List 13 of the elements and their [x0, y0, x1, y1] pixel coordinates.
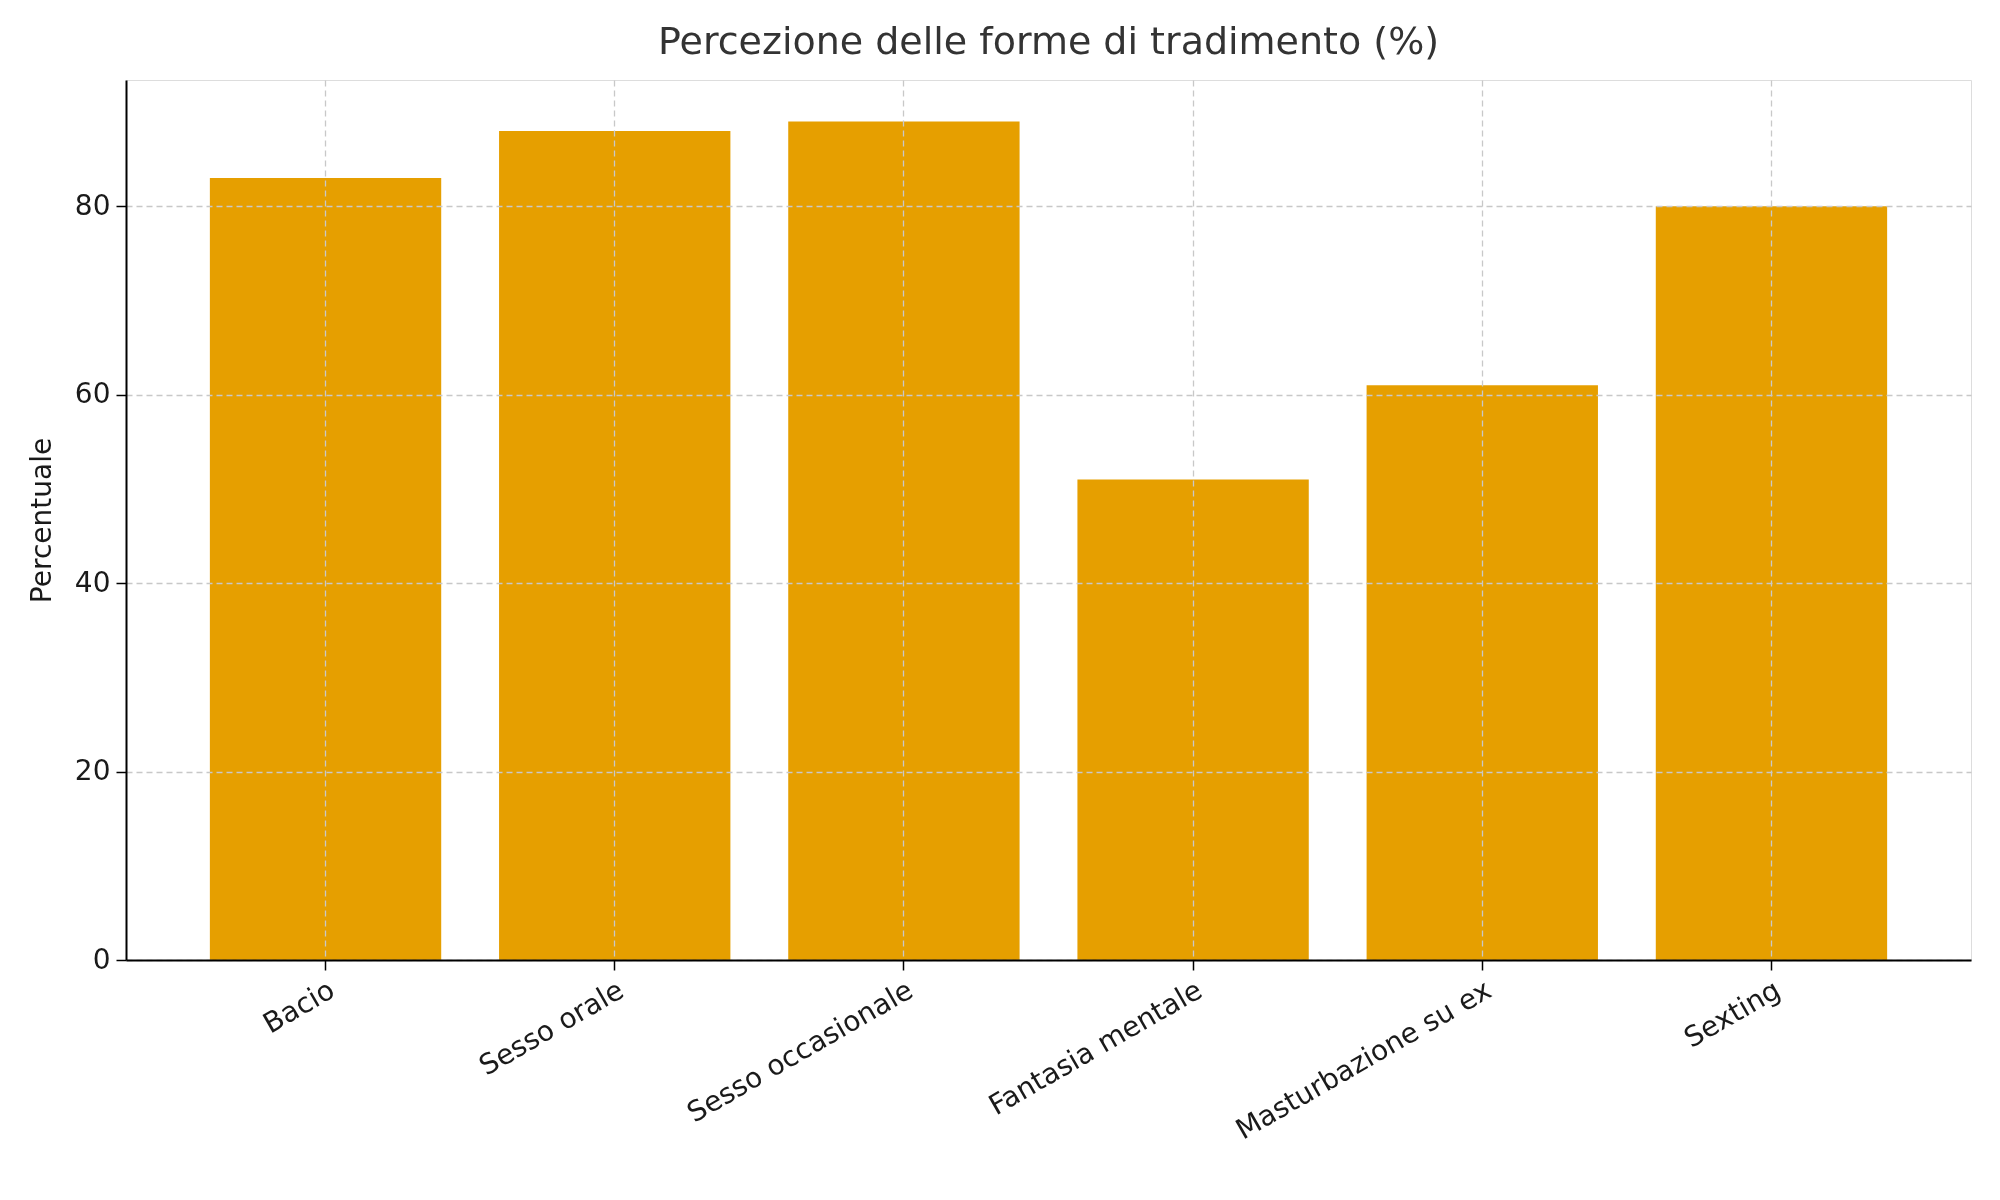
- chart-title: Percezione delle forme di tradimento (%): [657, 19, 1440, 63]
- y-tick-label: 0: [92, 942, 111, 976]
- y-tick-label: 20: [74, 754, 111, 788]
- bar: [1655, 206, 1888, 960]
- y-tick-label: 80: [74, 188, 111, 222]
- bar: [499, 130, 731, 960]
- bar: [788, 121, 1020, 960]
- bar: [1366, 385, 1598, 960]
- bar: [209, 177, 442, 960]
- y-tick-label: 40: [74, 565, 111, 599]
- y-axis-title: Percentuale: [24, 437, 58, 604]
- y-tick-label: 60: [74, 377, 111, 411]
- bar: [1077, 479, 1309, 960]
